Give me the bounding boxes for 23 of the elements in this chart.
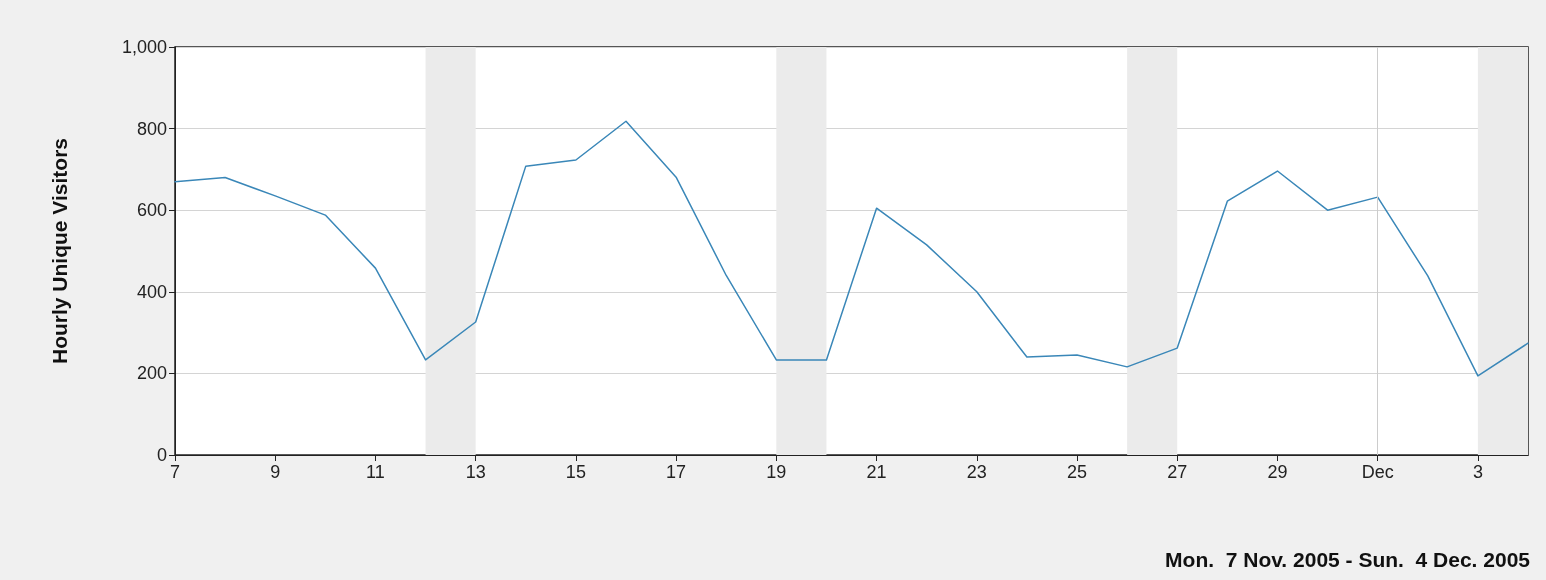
x-tick-label: 19	[766, 462, 787, 482]
text: Mon. 7 Nov. 2005 - Sun. 4 Dec. 2005	[1165, 548, 1531, 571]
x-tick-label: 13	[465, 462, 486, 482]
y-tick-label: 800	[136, 118, 167, 139]
x-tick-label: 17	[666, 462, 687, 482]
x-tick-label: 25	[1066, 462, 1088, 482]
x-tick-label: 3	[1472, 462, 1483, 482]
y-tick-label: 200	[136, 363, 167, 384]
x-tick-label: 29	[1267, 462, 1288, 482]
x-tick-label: 15	[565, 462, 586, 482]
x-tick-label: 23	[966, 462, 987, 482]
x-tick-label: 9	[270, 462, 281, 482]
y-tick-label: 600	[136, 200, 167, 221]
x-tick-label: 7	[169, 462, 181, 482]
y-tick-label: 0	[156, 445, 167, 465]
y-tick-label: 400	[136, 281, 167, 302]
x-tick-label: 21	[866, 462, 887, 482]
x-tick-label: 11	[366, 462, 385, 482]
y-tick-label: 1,000	[121, 37, 167, 57]
y-axis-title: Hourly Unique Visitors	[48, 138, 71, 364]
x-tick-label: Dec	[1361, 462, 1394, 482]
line-series	[174, 120, 1529, 377]
x-tick-label: 27	[1167, 462, 1188, 482]
